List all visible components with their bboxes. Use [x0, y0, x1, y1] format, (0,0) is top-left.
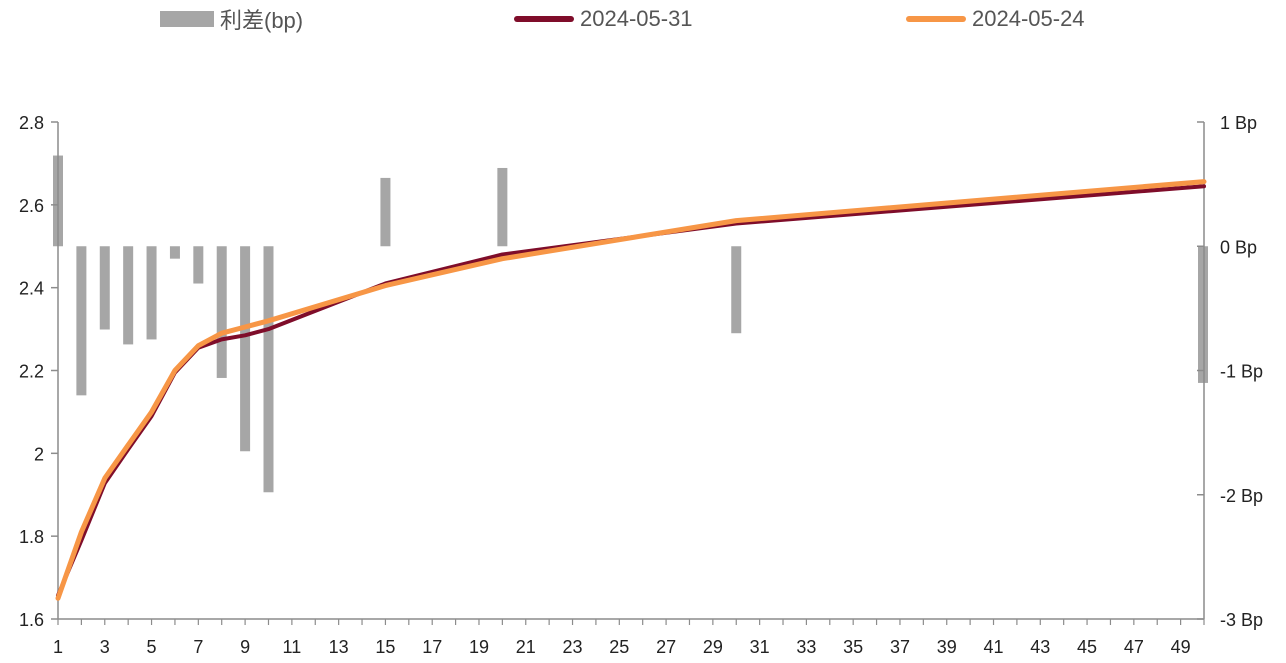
legend-swatch-20240531 — [514, 16, 574, 22]
x-axis-tick-label: 29 — [703, 637, 723, 657]
legend-swatch-spread — [160, 11, 214, 27]
legend-label-20240531: 2024-05-31 — [580, 6, 693, 31]
x-axis-tick-label: 31 — [750, 637, 770, 657]
right-axis-tick-label: 1 Bp — [1220, 113, 1257, 133]
tick-labels: 1.6 1.8 2 2.2 2.4 2.6 2.8 -3 Bp -2 Bp -1 Bp 0 Bp 1 … — [19, 113, 1263, 657]
x-axis-tick-label: 45 — [1077, 637, 1097, 657]
spread-bar — [240, 246, 251, 452]
left-axis-tick-label: 2 — [34, 444, 44, 464]
legend-item-20240524[interactable]: 2024-05-24 — [906, 4, 1085, 34]
spread-bar — [731, 246, 742, 334]
right-axis-tick-label: -2 Bp — [1220, 486, 1263, 506]
series-line-20240524 — [55, 179, 1207, 601]
x-axis-tick-label: 11 — [283, 637, 302, 657]
axes — [51, 121, 1205, 625]
spread-bar — [216, 246, 227, 378]
spread-bar — [123, 246, 134, 345]
legend-swatch-20240524 — [906, 16, 966, 22]
spread-bar — [497, 167, 508, 247]
legend-item-spread[interactable]: 利差(bp) — [160, 4, 303, 34]
x-axis-tick-label: 39 — [937, 637, 957, 657]
x-axis-tick-label: 3 — [100, 637, 110, 657]
x-axis-tick-label: 33 — [796, 637, 816, 657]
series-line-20240531 — [56, 184, 1206, 598]
spread-bar — [99, 246, 110, 330]
legend-item-20240531[interactable]: 2024-05-31 — [514, 4, 693, 34]
spread-bars — [53, 155, 1208, 493]
left-axis-tick-label: 1.8 — [19, 527, 44, 547]
legend-label-spread: 利差(bp) — [220, 8, 304, 33]
spread-bar — [263, 246, 274, 493]
x-axis-tick-label: 37 — [890, 637, 910, 657]
yield-lines — [55, 179, 1207, 601]
x-axis-tick-label: 15 — [375, 637, 395, 657]
right-axis-tick-label: -3 Bp — [1220, 610, 1263, 630]
x-axis-tick-label: 27 — [656, 637, 676, 657]
spread-bar — [76, 246, 87, 396]
x-axis-tick-label: 19 — [469, 637, 489, 657]
spread-bar — [1198, 246, 1208, 383]
left-axis-tick-label: 2.8 — [19, 113, 44, 133]
x-axis-tick-label: 49 — [1171, 637, 1191, 657]
x-axis-tick-label: 9 — [240, 637, 250, 657]
x-axis-tick-label: 43 — [1030, 637, 1050, 657]
right-axis-tick-label: 0 Bp — [1220, 237, 1257, 257]
spread-bar — [380, 177, 391, 247]
x-axis-tick-label: 7 — [193, 637, 203, 657]
left-axis-tick-label: 2.4 — [19, 279, 44, 299]
spread-bar — [193, 246, 204, 284]
legend-label-20240524: 2024-05-24 — [972, 6, 1085, 31]
x-axis-tick-label: 23 — [563, 637, 583, 657]
x-axis-tick-label: 25 — [609, 637, 629, 657]
left-axis-tick-label: 2.6 — [19, 196, 44, 216]
x-axis-tick-label: 35 — [843, 637, 863, 657]
spread-bar — [146, 246, 157, 340]
x-axis-tick-label: 1 — [53, 637, 63, 657]
x-axis-tick-label: 13 — [329, 637, 349, 657]
right-axis-tick-label: -1 Bp — [1220, 362, 1263, 382]
x-axis-tick-label: 47 — [1124, 637, 1144, 657]
left-axis-tick-label: 1.6 — [19, 610, 44, 630]
legend: 利差(bp) 2024-05-31 2024-05-24 — [0, 4, 1286, 36]
x-axis-tick-label: 17 — [422, 637, 442, 657]
x-axis-tick-label: 5 — [147, 637, 157, 657]
x-axis-tick-label: 21 — [516, 637, 536, 657]
x-axis-tick-label: 41 — [983, 637, 1003, 657]
left-axis-tick-label: 2.2 — [19, 362, 44, 382]
spread-bar — [169, 246, 180, 259]
